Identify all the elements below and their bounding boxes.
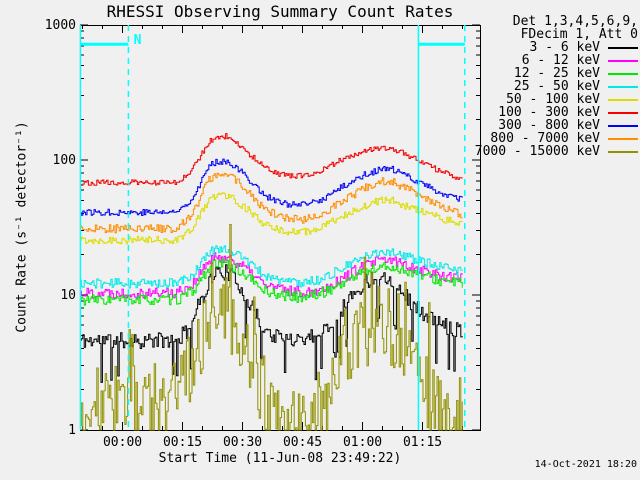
series-curve-25-50keV [80, 245, 463, 289]
legend-entry: 100 - 300 keV [475, 106, 638, 119]
legend-entry-label: 100 - 300 keV [498, 105, 600, 120]
legend-entry: 800 - 7000 keV [475, 132, 638, 145]
legend-color-swatch [608, 124, 638, 127]
series-curve-100-300keV [80, 133, 463, 186]
legend-entry: 3 - 6 keV [475, 41, 638, 54]
legend-entry: 50 - 100 keV [475, 93, 638, 106]
legend-color-swatch [608, 137, 638, 140]
y-tick-label: 1000 [44, 18, 76, 33]
legend-entry: 7000 - 15000 keV [475, 145, 638, 158]
legend-color-swatch [608, 72, 638, 75]
legend-entry-label: 3 - 6 keV [529, 40, 600, 55]
legend-entry: 300 - 800 keV [475, 119, 638, 132]
legend-color-swatch [608, 46, 638, 49]
y-tick-label: 100 [52, 153, 76, 168]
series-curve-12-25keV [80, 258, 463, 306]
series-curve-800-7000keV [80, 172, 463, 234]
series-curve-3-6keV [80, 264, 463, 383]
x-tick-label: 01:15 [402, 435, 443, 450]
legend-entry-label: 25 - 50 keV [513, 79, 600, 94]
legend-entry-label: 800 - 7000 keV [490, 131, 600, 146]
legend-color-swatch [608, 85, 638, 88]
legend-entry: 6 - 12 keV [475, 54, 638, 67]
x-tick-label: 01:00 [342, 435, 383, 450]
creation-datestamp: 14-Oct-2021 18:20 [534, 459, 637, 470]
legend-entry: 25 - 50 keV [475, 80, 638, 93]
x-tick-label: 00:00 [102, 435, 143, 450]
y-tick-label: 1 [68, 423, 76, 438]
legend-color-swatch [608, 98, 638, 101]
legend-detectors-line: Det 1,3,4,5,6,9, [512, 14, 638, 29]
legend: Det 1,3,4,5,6,9, FDecim 1, Att 0 3 - 6 k… [475, 15, 638, 158]
legend-entry-label: 300 - 800 keV [498, 118, 600, 133]
chart-title: RHESSI Observing Summary Count Rates [106, 2, 454, 21]
y-tick-label: 10 [60, 288, 76, 303]
legend-entries: 3 - 6 keV 6 - 12 keV 12 - 25 keV 25 - 50 ke… [475, 41, 638, 158]
x-axis-label: Start Time (11-Jun-08 23:49:22) [158, 451, 402, 466]
legend-entry-label: 7000 - 15000 keV [474, 144, 600, 159]
series-curves [80, 133, 463, 431]
axes-frame-and-ticks [80, 24, 481, 431]
x-tick-label: 00:45 [282, 435, 323, 450]
legend-entry: 12 - 25 keV [475, 67, 638, 80]
series-curve-50-100keV [80, 192, 463, 245]
night-flag-overlay [79, 25, 466, 430]
series-curve-7000-15000keV [80, 224, 463, 431]
series-curve-300-800keV [80, 158, 463, 216]
legend-color-swatch [608, 59, 638, 62]
legend-entry-label: 50 - 100 keV [506, 92, 600, 107]
legend-entry-label: 12 - 25 keV [513, 66, 600, 81]
night-flag-label: N [133, 33, 142, 48]
legend-color-swatch [608, 150, 638, 153]
x-tick-label: 00:15 [162, 435, 203, 450]
legend-decim-att-line: FDecim 1, Att 0 [520, 27, 638, 42]
legend-color-swatch [608, 111, 638, 114]
legend-entry-label: 6 - 12 keV [521, 53, 600, 68]
x-tick-label: 00:30 [222, 435, 263, 450]
